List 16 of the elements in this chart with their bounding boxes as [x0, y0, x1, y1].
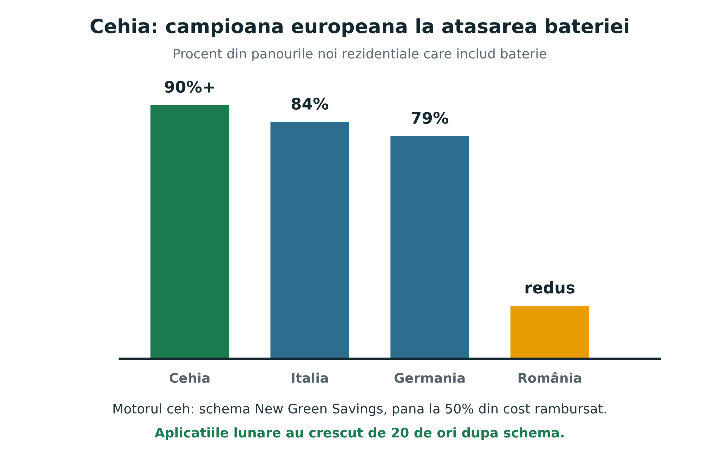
x-tick-label: România [518, 372, 582, 384]
bar [269, 120, 351, 359]
text: Motorul ceh: schema New Green Savings, pana la 50% din cost rambursat. [114, 404, 606, 416]
chart-title: Cehia: campioana europeana la atasarea bateriei [90, 18, 629, 38]
data-label: 84% [292, 98, 329, 110]
x-tick-label: Italia [292, 372, 328, 384]
data-label: redus [526, 281, 575, 294]
bar [509, 304, 591, 359]
chart-subtitle: Procent din panourile noi rezidentiale care includ baterie [174, 48, 547, 62]
bar [389, 134, 471, 359]
text: Aplicatiile lunare au crescut de 20 de ori dupa schema. [154, 428, 564, 440]
x-tick-label: Germania [394, 372, 465, 384]
data-label: 79% [412, 112, 449, 124]
data-label: 90%+ [165, 80, 214, 94]
bar [149, 104, 231, 359]
x-tick-label: Cehia [170, 372, 210, 384]
